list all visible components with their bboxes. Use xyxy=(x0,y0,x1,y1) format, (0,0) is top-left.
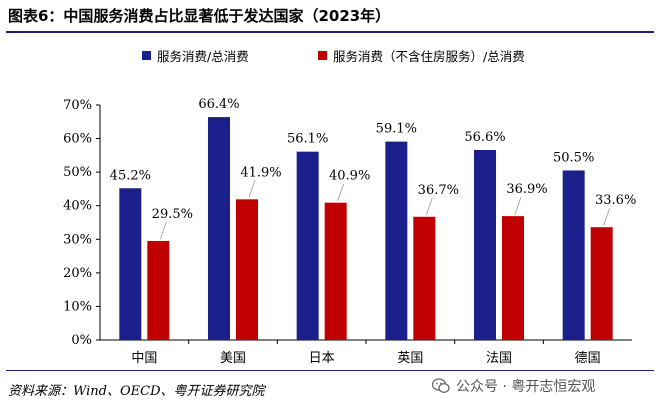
source-note: 资料来源：Wind、OECD、粤开证券研究院 xyxy=(8,384,265,399)
data-label: 36.9% xyxy=(506,182,547,197)
bar-series2 xyxy=(502,216,524,340)
x-tick-label: 英国 xyxy=(397,351,423,366)
x-tick-label: 德国 xyxy=(575,351,601,366)
bar-series2 xyxy=(324,202,347,340)
data-label: 56.1% xyxy=(287,132,328,147)
legend-item-series2: 服务消费（不含住房服务）/总消费 xyxy=(318,46,525,65)
data-label: 45.2% xyxy=(110,168,151,183)
data-label: 29.5% xyxy=(152,207,193,222)
figure-title: 图表6：中国服务消费占比显著低于发达国家（2023年） xyxy=(8,7,391,25)
bar-series1 xyxy=(562,170,585,340)
y-tick-label: 70% xyxy=(63,98,92,113)
watermark-text: 公众号 · 粤开志恒宏观 xyxy=(456,379,596,395)
data-label: 41.9% xyxy=(240,165,281,180)
data-label-leader xyxy=(159,221,167,240)
legend-label-series2: 服务消费（不含住房服务）/总消费 xyxy=(333,49,525,64)
bar-series1 xyxy=(296,151,319,340)
y-tick-label: 20% xyxy=(63,266,92,281)
x-tick-label: 美国 xyxy=(220,351,246,366)
bar-series2 xyxy=(413,216,436,340)
y-tick-label: 30% xyxy=(63,232,92,247)
data-label: 36.7% xyxy=(418,183,459,198)
bar-series2 xyxy=(236,199,258,340)
data-label-leader xyxy=(425,197,433,215)
bar-series1 xyxy=(385,141,408,340)
data-label: 66.4% xyxy=(198,97,239,112)
legend-label-series1: 服务消费/总消费 xyxy=(157,49,249,64)
title-rule xyxy=(6,31,654,33)
wechat-icon xyxy=(431,378,450,394)
y-tick-label: 50% xyxy=(63,165,92,180)
x-tick-label: 法国 xyxy=(486,351,512,366)
data-label: 40.9% xyxy=(329,169,370,184)
bar-series2 xyxy=(590,227,613,340)
bar-series2 xyxy=(147,240,170,340)
data-label-leader xyxy=(337,183,345,201)
data-label: 56.6% xyxy=(464,130,505,145)
legend-item-series1: 服务消费/总消费 xyxy=(142,46,249,65)
data-label-leader xyxy=(603,208,611,226)
data-label: 33.6% xyxy=(595,193,636,208)
bar-series1 xyxy=(208,117,230,340)
legend-swatch-series1 xyxy=(142,51,151,60)
watermark: 公众号 · 粤开志恒宏观 xyxy=(431,376,596,396)
x-tick-label: 中国 xyxy=(131,351,157,366)
bar-series1 xyxy=(474,149,496,340)
y-tick-label: 0% xyxy=(71,333,92,348)
data-label: 59.1% xyxy=(376,122,417,137)
bottom-rule xyxy=(6,370,654,371)
y-tick-label: 10% xyxy=(63,299,92,314)
y-tick-label: 60% xyxy=(63,132,92,147)
data-label: 50.5% xyxy=(553,150,594,165)
data-label-leader xyxy=(514,196,522,215)
y-tick-label: 40% xyxy=(63,199,92,214)
x-tick-label: 日本 xyxy=(309,351,335,366)
bar-series1 xyxy=(119,188,142,340)
legend-swatch-series2 xyxy=(318,51,327,60)
data-label-leader xyxy=(248,180,256,198)
